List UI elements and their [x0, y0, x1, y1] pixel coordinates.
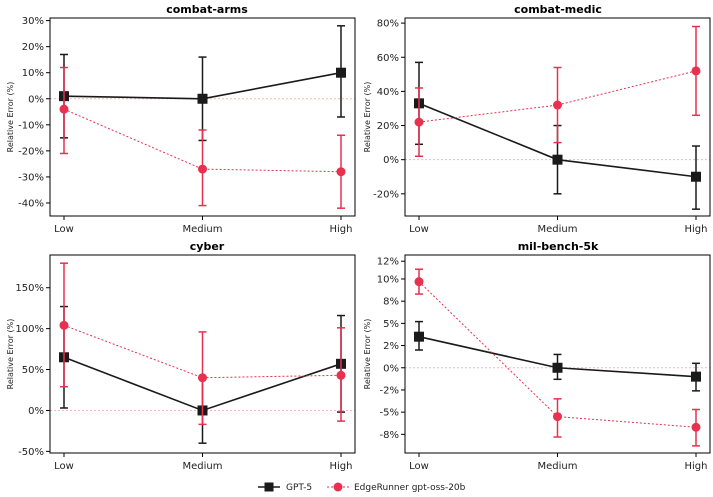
plot-frame	[49, 17, 356, 217]
legend-edgerunner-label: EdgeRunner gpt-oss-20b	[354, 483, 466, 493]
x-tick-label: Medium	[538, 461, 578, 472]
y-tick-label: -40%	[18, 198, 44, 209]
y-tick-label: 40%	[377, 87, 399, 98]
y-tick-label: -10%	[18, 120, 44, 131]
y-tick-label: 100%	[15, 324, 44, 335]
data-point	[336, 370, 346, 380]
y-tick-label: 60%	[377, 53, 399, 64]
legend-gpt5-marker	[264, 482, 274, 492]
series-edgerunner	[414, 25, 701, 158]
panel-title: mil-bench-5k	[518, 240, 599, 253]
x-tick-label: Low	[54, 224, 74, 235]
data-point	[691, 422, 701, 432]
data-point	[198, 164, 207, 174]
data-point	[691, 371, 701, 382]
x-tick-label: Medium	[538, 224, 578, 235]
series-gpt5	[414, 320, 701, 392]
data-point	[197, 93, 208, 104]
x-tick-label: Low	[409, 461, 429, 472]
x-tick-label: Low	[409, 224, 429, 235]
panel-title: combat-medic	[514, 3, 602, 16]
panel-combat-arms: combat-arms Relative Error (%) 30% 20% 10% 0%…	[6, 3, 356, 235]
y-tick-label: -30%	[18, 172, 44, 183]
data-point	[691, 171, 701, 182]
plot-frame	[49, 254, 356, 454]
panel-mil-bench-5k: mil-bench-5k Relative Error (%) 12% 10% 8% 5%…	[363, 240, 711, 472]
y-tick-label: 0%	[383, 363, 399, 374]
y-tick-label: 30%	[22, 16, 44, 27]
panel-title: combat-arms	[166, 3, 248, 16]
data-point	[691, 66, 701, 76]
data-point	[414, 277, 424, 287]
y-tick-label: 5%	[383, 319, 399, 330]
series-edgerunner	[59, 66, 346, 209]
data-point	[198, 373, 207, 383]
y-tick-label: 0%	[28, 406, 44, 417]
x-tick-label: Medium	[183, 224, 223, 235]
y-axis-label: Relative Error (%)	[363, 319, 372, 390]
data-point	[336, 167, 346, 177]
series-edgerunner	[414, 268, 701, 447]
y-tick-label: 8%	[383, 297, 399, 308]
y-tick-label: 20%	[377, 121, 399, 132]
y-tick-label: -5%	[380, 408, 399, 419]
chart-panels: combat-arms Relative Error (%) 30% 20% 10% 0%…	[6, 3, 711, 472]
legend-gpt5-label: GPT-5	[286, 483, 312, 493]
y-tick-label: 150%	[15, 283, 44, 294]
y-axis-label: Relative Error (%)	[6, 319, 15, 390]
y-tick-label: -20%	[18, 146, 44, 157]
legend: GPT-5 EdgeRunner gpt-oss-20b	[258, 482, 466, 493]
y-tick-label: 0%	[28, 94, 44, 105]
panel-title: cyber	[190, 240, 225, 253]
plot-frame	[404, 254, 711, 454]
y-tick-label: 80%	[377, 19, 399, 30]
y-tick-label: -2%	[380, 385, 399, 396]
series-edgerunner	[59, 262, 346, 426]
y-tick-label: 2%	[383, 341, 399, 352]
legend-edgerunner-marker	[333, 482, 343, 492]
data-point	[59, 320, 69, 330]
x-tick-label: Medium	[183, 461, 223, 472]
data-point	[552, 154, 563, 165]
data-point	[553, 412, 562, 422]
data-point	[414, 331, 424, 342]
y-tick-label: 10%	[377, 274, 399, 285]
y-tick-label: 0%	[383, 155, 399, 166]
y-tick-label: -50%	[18, 447, 44, 458]
y-tick-label: 12%	[377, 257, 399, 268]
x-tick-label: High	[685, 224, 708, 235]
y-tick-label: -20%	[373, 189, 399, 200]
series-gpt5	[59, 25, 346, 142]
data-point	[59, 104, 69, 114]
y-axis-label: Relative Error (%)	[6, 82, 15, 153]
data-point	[336, 67, 346, 78]
x-tick-label: High	[685, 461, 708, 472]
panel-combat-medic: combat-medic Relative Error (%) 80% 60% 40% 2…	[363, 3, 711, 235]
data-point	[414, 117, 424, 127]
panel-cyber: cyber Relative Error (%) 150% 100% 50% 0% -50%…	[6, 240, 356, 472]
y-axis-label: Relative Error (%)	[363, 82, 372, 153]
y-tick-label: 20%	[22, 42, 44, 53]
x-tick-label: Low	[54, 461, 74, 472]
data-point	[552, 362, 563, 373]
x-tick-label: High	[330, 461, 353, 472]
y-tick-label: -8%	[380, 430, 399, 441]
y-tick-label: 10%	[22, 68, 44, 79]
x-tick-label: High	[330, 224, 353, 235]
plot-frame	[404, 17, 711, 217]
y-tick-label: 50%	[22, 365, 44, 376]
data-point	[553, 100, 562, 110]
